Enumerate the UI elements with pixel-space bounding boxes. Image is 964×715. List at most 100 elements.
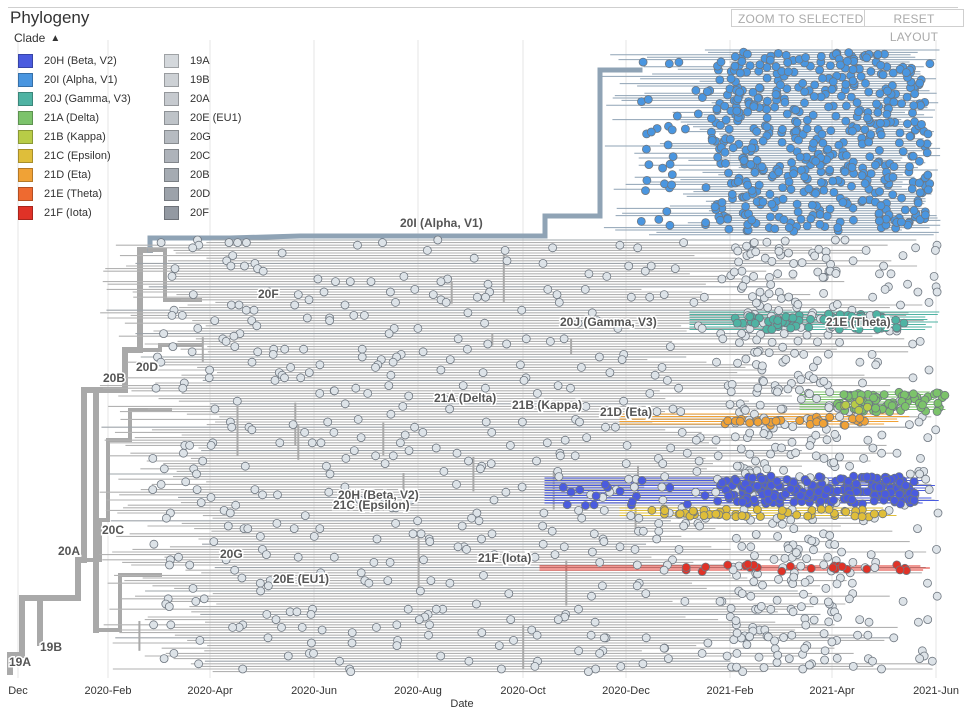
tip-point[interactable] [478,368,488,378]
tip-point[interactable] [694,456,704,466]
tip-point[interactable] [436,651,446,661]
tip-point[interactable] [896,300,905,310]
tip-point[interactable] [547,526,557,536]
tip-point[interactable] [748,473,757,483]
tip-point[interactable] [237,573,247,583]
tip-point[interactable] [824,617,834,627]
tip-point[interactable] [300,427,310,437]
tip-point[interactable] [302,313,312,323]
tip-point[interactable] [590,617,600,627]
tip-point[interactable] [879,261,888,271]
tip-point[interactable] [797,602,806,611]
tip-point[interactable] [693,109,703,119]
tip-point[interactable] [747,143,756,153]
tip-point[interactable] [641,633,651,643]
chevron-up-icon[interactable]: ▲ [50,33,61,44]
tip-point[interactable] [819,560,829,570]
tree-tips[interactable] [148,47,950,676]
tip-point[interactable] [749,238,759,248]
tip-point[interactable] [933,508,943,518]
tip-point[interactable] [148,485,158,495]
tip-point[interactable] [230,565,240,575]
tip-point[interactable] [356,568,366,578]
tip-point[interactable] [814,487,823,497]
tip-point[interactable] [715,597,725,606]
tip-point[interactable] [779,633,788,642]
tip-point[interactable] [836,60,845,70]
tip-point[interactable] [258,490,267,500]
tip-point[interactable] [192,485,202,495]
tip-point[interactable] [745,312,754,322]
tip-point[interactable] [161,513,171,523]
tip-point[interactable] [910,89,920,99]
tip-point[interactable] [822,435,832,445]
tip-point[interactable] [509,636,518,645]
tip-point[interactable] [915,336,925,346]
tip-point[interactable] [779,329,789,339]
tip-point[interactable] [159,329,169,339]
tip-point[interactable] [780,98,790,107]
tip-point[interactable] [241,238,251,248]
tip-point[interactable] [778,183,788,193]
tip-point[interactable] [399,271,409,281]
tip-point[interactable] [748,88,758,97]
tip-point[interactable] [263,633,273,643]
tip-point[interactable] [758,197,768,207]
tip-point[interactable] [766,604,776,614]
tip-point[interactable] [862,53,871,63]
tip-point[interactable] [431,443,441,453]
tip-point[interactable] [809,615,819,625]
tip-point[interactable] [766,212,775,222]
tip-point[interactable] [720,101,730,111]
tip-point[interactable] [431,604,441,614]
tip-point[interactable] [782,84,792,94]
tip-point[interactable] [924,365,934,375]
tip-point[interactable] [819,185,829,195]
tip-point[interactable] [713,496,723,506]
tip-point[interactable] [842,56,852,66]
tip-point[interactable] [341,453,351,463]
tip-point[interactable] [749,271,758,281]
tip-point[interactable] [847,181,856,191]
tip-point[interactable] [730,52,740,62]
tip-point[interactable] [713,451,723,461]
tip-point[interactable] [824,504,834,514]
tip-point[interactable] [828,77,838,87]
tip-point[interactable] [895,128,905,138]
tip-point[interactable] [824,102,833,112]
tip-point[interactable] [263,581,273,591]
tip-point[interactable] [755,83,764,93]
tip-point[interactable] [762,113,772,123]
tip-point[interactable] [277,623,286,632]
tip-point[interactable] [500,245,510,255]
tip-point[interactable] [400,430,410,440]
tip-point[interactable] [871,403,880,413]
tip-point[interactable] [810,80,820,90]
tip-point[interactable] [452,479,461,489]
tip-point[interactable] [439,394,449,404]
tip-point[interactable] [841,400,851,410]
tip-point[interactable] [191,597,201,606]
tip-point[interactable] [877,430,887,440]
tip-point[interactable] [805,441,815,450]
tip-point[interactable] [763,96,772,106]
tip-point[interactable] [463,308,473,318]
tip-point[interactable] [915,156,924,166]
tip-point[interactable] [264,287,274,297]
tip-point[interactable] [854,107,863,116]
tip-point[interactable] [181,477,191,487]
tip-point[interactable] [799,589,808,599]
tip-point[interactable] [288,420,298,430]
tip-point[interactable] [915,78,925,88]
tip-point[interactable] [824,403,834,413]
tip-point[interactable] [863,630,873,640]
tip-point[interactable] [809,138,818,148]
tip-point[interactable] [848,558,858,567]
tip-point[interactable] [889,97,899,107]
tip-point[interactable] [891,315,901,325]
tip-point[interactable] [882,109,892,119]
tip-point[interactable] [299,344,309,354]
tip-point[interactable] [804,184,814,194]
tip-point[interactable] [777,566,787,576]
tip-point[interactable] [769,555,779,564]
